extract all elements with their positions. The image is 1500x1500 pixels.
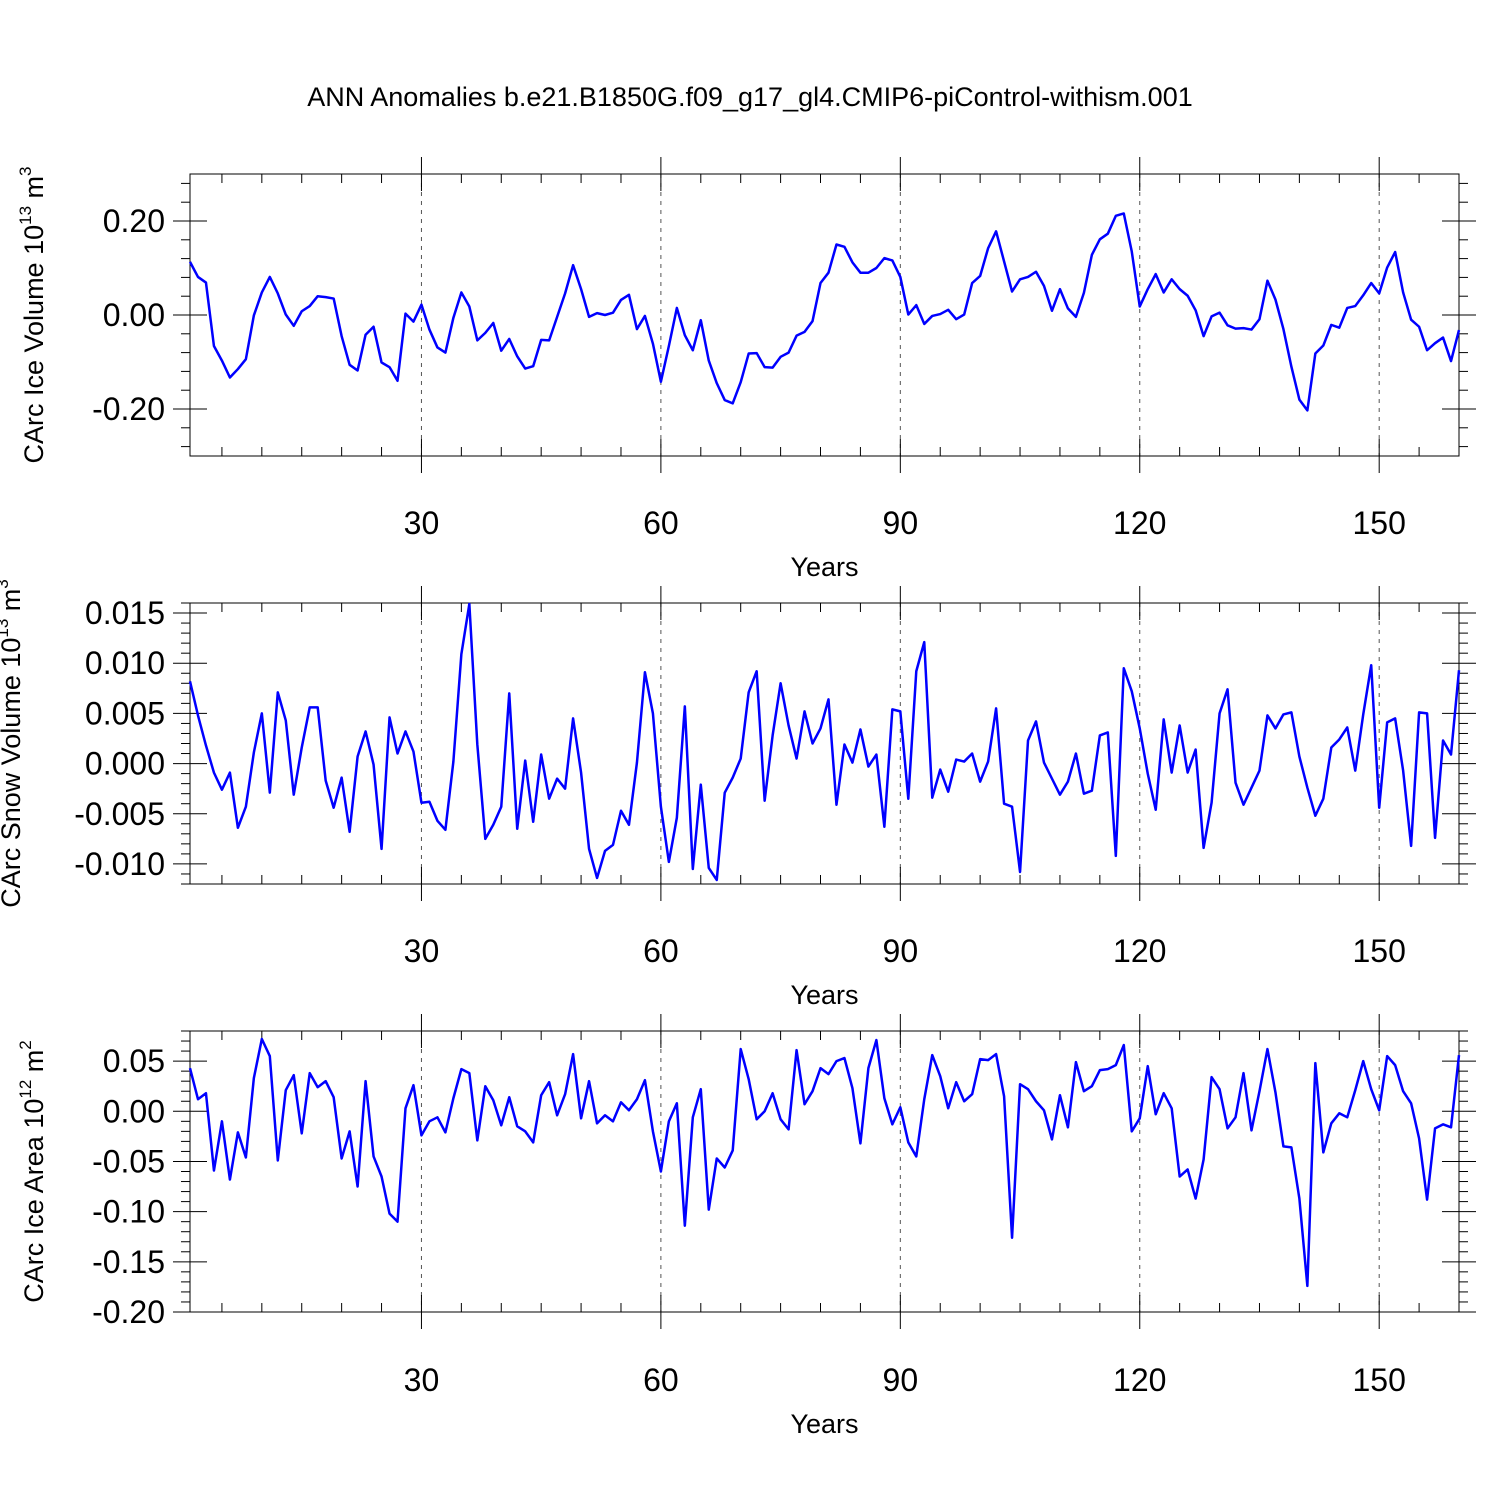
- y-tick-label: -0.20: [92, 1294, 165, 1330]
- y-tick-label: -0.05: [92, 1143, 165, 1179]
- y-axis-title: CArc Snow Volume 1013 m3: [0, 579, 26, 908]
- x-tick-label: 60: [643, 1362, 679, 1398]
- x-tick-label: 30: [404, 933, 440, 969]
- x-tick-label: 60: [643, 505, 679, 541]
- figure-title: ANN Anomalies b.e21.B1850G.f09_g17_gl4.C…: [307, 82, 1193, 112]
- y-tick-label: 0.00: [103, 1093, 165, 1129]
- x-axis-title: Years: [790, 980, 858, 1010]
- y-tick-label: 0.015: [85, 595, 165, 631]
- x-tick-label: 150: [1352, 505, 1405, 541]
- x-tick-label: 60: [643, 933, 679, 969]
- x-tick-label: 120: [1113, 1362, 1166, 1398]
- y-tick-label: 0.00: [103, 297, 165, 333]
- x-tick-label: 120: [1113, 933, 1166, 969]
- y-tick-label: -0.15: [92, 1244, 165, 1280]
- x-axis-title: Years: [790, 552, 858, 582]
- x-tick-label: 30: [404, 1362, 440, 1398]
- y-tick-label: 0.005: [85, 695, 165, 731]
- x-tick-label: 90: [883, 1362, 919, 1398]
- x-axis-title: Years: [790, 1409, 858, 1439]
- x-tick-label: 150: [1352, 1362, 1405, 1398]
- x-tick-label: 150: [1352, 933, 1405, 969]
- chart-panel-2: -0.010 -0.005 0.000 0.005 0.010 0.015 30 60 90 12…: [0, 579, 1476, 1010]
- series-line-3: [188, 1037, 1461, 1288]
- y-tick-label: 0.20: [103, 203, 165, 239]
- series-line-1: [188, 212, 1461, 412]
- x-tick-label: 30: [404, 505, 440, 541]
- series-line-2: [188, 602, 1461, 882]
- x-tick-label: 90: [883, 505, 919, 541]
- y-tick-label: 0.000: [85, 746, 165, 782]
- chart-panel-1: -0.20 0.00 0.20 30 60 90 120 150 Years CArc Ice V…: [16, 157, 1476, 582]
- y-tick-label: -0.005: [74, 796, 165, 832]
- y-tick-label: -0.20: [92, 391, 165, 427]
- y-tick-label: 0.010: [85, 645, 165, 681]
- y-axis-title: CArc Ice Volume 1013 m3: [16, 166, 49, 463]
- plot-frame: [189, 1030, 1460, 1313]
- y-tick-label: 0.05: [103, 1043, 165, 1079]
- plot-frame: [189, 173, 1460, 457]
- chart-panel-3: -0.20 -0.15 -0.10 -0.05 0.00 0.05 30 60 90 120 150…: [16, 1014, 1476, 1439]
- x-tick-label: 120: [1113, 505, 1166, 541]
- y-tick-label: -0.10: [92, 1194, 165, 1230]
- plot-frame: [189, 602, 1460, 885]
- x-tick-label: 90: [883, 933, 919, 969]
- y-tick-label: -0.010: [74, 846, 165, 882]
- y-axis-title: CArc Ice Area 1012 m2: [16, 1040, 49, 1303]
